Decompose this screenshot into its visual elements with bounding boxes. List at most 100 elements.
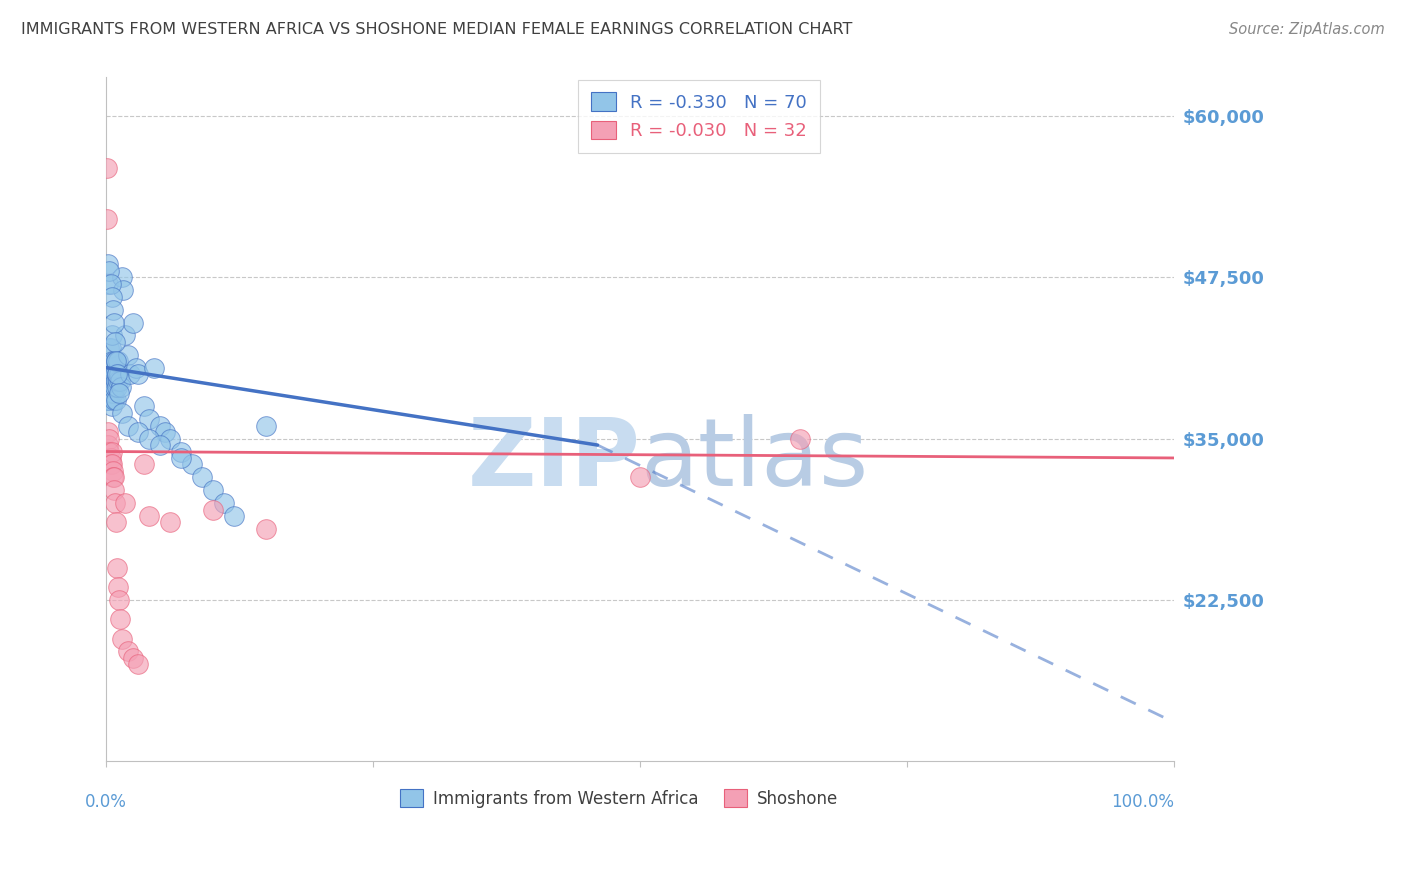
Point	[127, 425, 149, 439]
Point	[114, 496, 136, 510]
Text: 0.0%: 0.0%	[86, 793, 127, 812]
Point	[104, 354, 127, 368]
Point	[153, 425, 176, 439]
Text: atlas: atlas	[640, 414, 869, 507]
Point	[103, 483, 125, 498]
Point	[103, 470, 125, 484]
Point	[111, 632, 134, 646]
Point	[98, 392, 121, 407]
Point	[100, 341, 122, 355]
Point	[100, 444, 122, 458]
Point	[111, 270, 134, 285]
Point	[104, 392, 127, 407]
Point	[628, 470, 651, 484]
Point	[110, 380, 132, 394]
Point	[96, 212, 118, 227]
Point	[100, 374, 122, 388]
Point	[100, 458, 122, 472]
Point	[104, 516, 127, 530]
Point	[98, 341, 121, 355]
Point	[202, 483, 225, 498]
Point	[191, 470, 214, 484]
Point	[104, 380, 127, 394]
Point	[108, 386, 131, 401]
Point	[96, 392, 118, 407]
Point	[170, 450, 193, 465]
Point	[97, 438, 120, 452]
Point	[122, 651, 145, 665]
Point	[97, 425, 120, 439]
Point	[104, 367, 127, 381]
Point	[98, 380, 121, 394]
Point	[224, 508, 246, 523]
Point	[132, 400, 155, 414]
Point	[108, 592, 131, 607]
Point	[159, 432, 181, 446]
Point	[104, 374, 127, 388]
Point	[180, 458, 202, 472]
Point	[117, 418, 139, 433]
Point	[100, 354, 122, 368]
Point	[98, 432, 121, 446]
Point	[103, 354, 125, 368]
Point	[100, 380, 122, 394]
Point	[103, 392, 125, 407]
Point	[127, 657, 149, 672]
Point	[105, 367, 128, 381]
Point	[108, 367, 131, 381]
Point	[103, 374, 125, 388]
Point	[159, 516, 181, 530]
Point	[132, 458, 155, 472]
Point	[143, 360, 166, 375]
Point	[112, 283, 135, 297]
Text: ZIP: ZIP	[467, 414, 640, 507]
Point	[98, 367, 121, 381]
Text: Source: ZipAtlas.com: Source: ZipAtlas.com	[1229, 22, 1385, 37]
Point	[212, 496, 235, 510]
Point	[789, 432, 811, 446]
Point	[138, 508, 160, 523]
Point	[170, 444, 193, 458]
Point	[114, 328, 136, 343]
Point	[100, 290, 122, 304]
Point	[101, 302, 124, 317]
Point	[100, 400, 122, 414]
Point	[101, 380, 124, 394]
Text: IMMIGRANTS FROM WESTERN AFRICA VS SHOSHONE MEDIAN FEMALE EARNINGS CORRELATION CH: IMMIGRANTS FROM WESTERN AFRICA VS SHOSHO…	[21, 22, 852, 37]
Point	[105, 560, 128, 574]
Point	[101, 464, 124, 478]
Point	[105, 367, 128, 381]
Point	[98, 264, 121, 278]
Point	[105, 380, 128, 394]
Text: 100.0%: 100.0%	[1111, 793, 1174, 812]
Point	[256, 522, 278, 536]
Point	[138, 412, 160, 426]
Point	[111, 406, 134, 420]
Point	[101, 470, 124, 484]
Point	[125, 360, 148, 375]
Point	[127, 367, 149, 381]
Point	[122, 316, 145, 330]
Point	[149, 418, 172, 433]
Point	[117, 644, 139, 658]
Point	[97, 277, 120, 291]
Point	[118, 367, 141, 381]
Point	[202, 502, 225, 516]
Point	[100, 277, 122, 291]
Point	[149, 438, 172, 452]
Point	[96, 161, 118, 175]
Point	[104, 496, 127, 510]
Point	[100, 450, 122, 465]
Point	[98, 444, 121, 458]
Point	[107, 374, 129, 388]
Point	[103, 316, 125, 330]
Point	[104, 334, 127, 349]
Point	[256, 418, 278, 433]
Point	[100, 328, 122, 343]
Point	[101, 367, 124, 381]
Point	[100, 458, 122, 472]
Point	[96, 380, 118, 394]
Point	[97, 257, 120, 271]
Point	[138, 432, 160, 446]
Point	[108, 374, 131, 388]
